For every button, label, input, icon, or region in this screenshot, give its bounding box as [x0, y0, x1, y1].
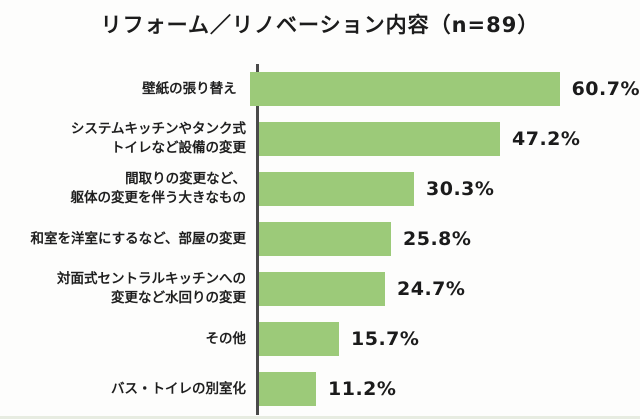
- bar-label: 対面式セントラルキッチンへの 変更など水回りの変更: [57, 271, 246, 306]
- bar-value: 30.3%: [426, 178, 495, 200]
- bar-row: 対面式セントラルキッチンへの 変更など水回りの変更 24.7%: [0, 264, 640, 314]
- bar-label: 壁紙の張り替え: [142, 80, 237, 97]
- bar-row: 間取りの変更など、 躯体の変更を伴う大きなもの 30.3%: [0, 164, 640, 214]
- bar-zone: 24.7%: [256, 264, 640, 314]
- bar: [259, 122, 500, 156]
- bar-label: 和室を洋室にするなど、部屋の変更: [30, 230, 246, 247]
- bar-zone: 25.8%: [256, 214, 640, 264]
- bar-value: 11.2%: [328, 378, 397, 400]
- bar: [259, 272, 385, 306]
- bar-zone: 11.2%: [256, 364, 640, 414]
- bar-row: 和室を洋室にするなど、部屋の変更 25.8%: [0, 214, 640, 264]
- bar-value: 24.7%: [397, 278, 466, 300]
- bar-value: 25.8%: [403, 228, 472, 250]
- chart-rows: 壁紙の張り替え 60.7% システムキッチンやタンク式 トイレなど設備の変更 4…: [0, 64, 640, 414]
- bar-row: 壁紙の張り替え 60.7%: [0, 64, 640, 114]
- bar-row: その他 15.7%: [0, 314, 640, 364]
- bar-label: システムキッチンやタンク式 トイレなど設備の変更: [70, 121, 246, 156]
- chart-title: リフォーム／リノベーション内容（n=89）: [100, 13, 540, 37]
- bar-value: 60.7%: [571, 78, 640, 100]
- bar-value: 47.2%: [512, 128, 581, 150]
- bar: [259, 372, 316, 406]
- bar-zone: 15.7%: [256, 314, 640, 364]
- bar-row: システムキッチンやタンク式 トイレなど設備の変更 47.2%: [0, 114, 640, 164]
- bar: [259, 322, 339, 356]
- bar-value: 15.7%: [351, 328, 420, 350]
- y-axis-line: [256, 64, 259, 415]
- bottom-strip: [0, 416, 640, 419]
- bar: [249, 72, 560, 106]
- bar-label: バス・トイレの別室化: [111, 380, 246, 397]
- bar: [259, 172, 414, 206]
- bar: [259, 222, 391, 256]
- bar-row: バス・トイレの別室化 11.2%: [0, 364, 640, 414]
- bar-zone: 47.2%: [256, 114, 640, 164]
- bar-label: 間取りの変更など、 躯体の変更を伴う大きなもの: [70, 171, 247, 206]
- bar-zone: 30.3%: [256, 164, 640, 214]
- bar-label: その他: [205, 330, 247, 347]
- bar-zone: 60.7%: [247, 64, 640, 114]
